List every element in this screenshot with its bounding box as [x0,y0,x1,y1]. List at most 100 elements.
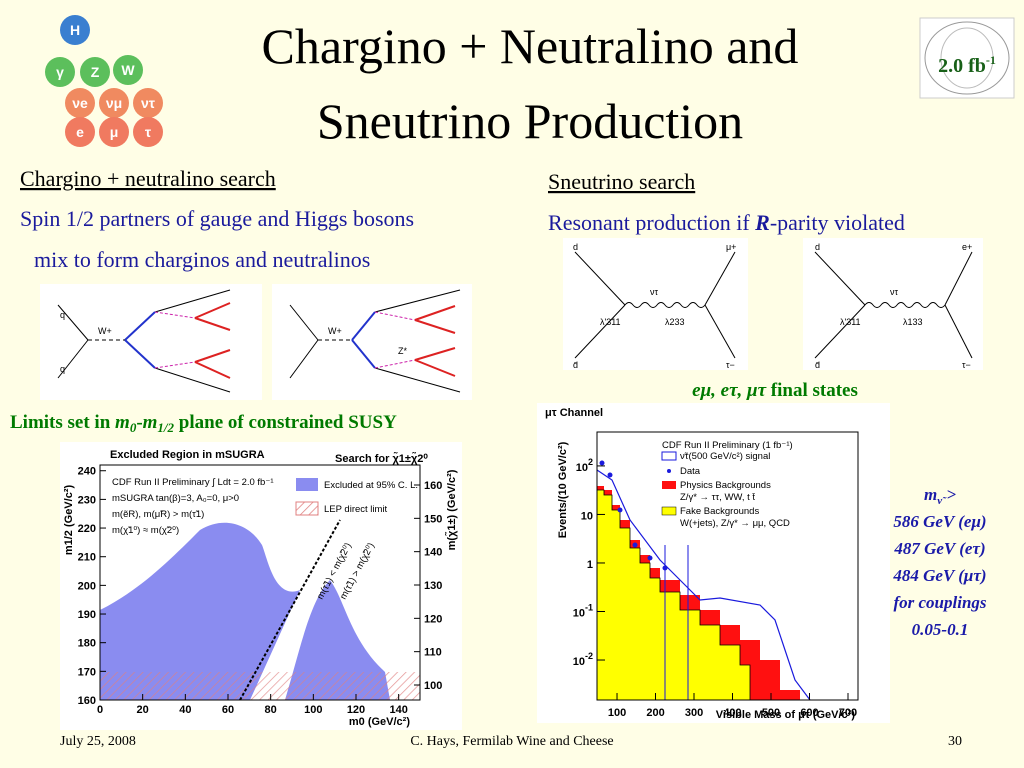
legend-label: Z/γ* → ττ, WW, t t̄ [680,492,756,503]
chart-title: Excluded Region in mSUGRA [110,449,265,461]
limit-line: 487 GeV (eτ) [893,539,985,558]
particle-label: νe [72,95,88,111]
text-line: Spin 1/2 partners of gauge and Higgs bos… [20,206,414,231]
y-axis-label: m1/2 (GeV/c²) [63,485,75,556]
diagram-label: τ− [962,360,971,370]
x-tick-label: 40 [179,704,191,716]
particle [133,117,163,147]
x-tick-label: 700 [839,707,857,719]
footer-date: July 25, 2008 [60,734,136,749]
particle [99,88,129,118]
title: Chargino + Neutralino and [262,18,799,74]
annotation: m(ẽR), m(μ̃R) > m(τ̃1) [112,509,204,520]
y2-tick-label: 150 [424,513,442,525]
particle [60,15,90,45]
particle-label: e [76,124,84,140]
tick-exponent: 2 [588,457,593,467]
chart-subtitle: Search for χ̃1±χ̃2⁰ [335,452,428,465]
annotation: mSUGRA tan(β)=3, A₀=0, μ>0 [112,493,239,504]
diagram-label: λ233 [665,317,685,327]
text-line: Resonant production if R-parity violated [548,210,905,235]
y-tick-label: 240 [78,466,96,478]
x-tick-label: 200 [646,707,664,719]
heading: Sneutrino search [548,169,695,194]
limit-line: 484 GeV (μτ) [892,566,986,585]
y-tick-label: 180 [78,638,96,650]
particle [113,55,143,85]
diagram-label: d [815,242,820,252]
legend-label: LEP direct limit [324,504,388,515]
particle-label: νμ [106,95,122,111]
chart-title: μτ Channel [545,407,603,419]
tick-base: 10 [576,462,588,474]
title: Sneutrino Production [317,93,743,149]
excluded-region [285,580,390,700]
diagram-label: μ+ [726,242,736,252]
tick-base: 10 [573,607,585,619]
y-tick-label: 10-2 [573,651,593,668]
y-tick-label: 210 [78,552,96,564]
x-tick-label: 600 [800,707,818,719]
y2-tick-label: 140 [424,547,442,559]
diagram-label: λ'311 [840,317,861,327]
particle-label: W [121,62,135,78]
legend-label: W(+jets), Z/γ* → μμ, QCD [680,518,790,529]
feynman-diagram: d μ+ ντ λ'311 λ233 d̄ τ− [563,238,748,370]
particle-label: H [70,22,80,38]
particle [65,88,95,118]
feynman-diagram: q q W+ [40,284,262,400]
tick-exponent: -1 [585,602,593,612]
y-tick-label: 160 [78,695,96,707]
particle-label: ντ [141,95,156,111]
legend-label: Data [680,466,701,477]
legend-label: Physics Backgrounds [680,480,771,491]
lep-limit [100,672,420,700]
particle-icons: Hγ Z Wνe νμ ντ e μ τ [45,15,163,147]
y2-tick-label: 160 [424,480,442,492]
tick-base: 10 [573,656,585,668]
footer-page: 30 [948,734,962,749]
tick-exponent: -2 [585,651,593,661]
y-tick-label: 10 [581,510,593,522]
y-tick-label: 102 [576,457,593,474]
data-points [599,460,689,700]
boundary-line [239,519,341,701]
y2-tick-label: 100 [424,680,442,692]
y-tick-label: 190 [78,609,96,621]
annotation: m(χ̃1⁰) ≈ m(χ̃2⁰) [112,525,179,536]
footer-author: C. Hays, Fermilab Wine and Cheese [410,734,613,749]
y2-tick-label: 110 [424,647,442,659]
y-tick-label: 220 [78,523,96,535]
badge: 2.0 fb-1 [919,17,1015,99]
y-tick-label: 170 [78,666,96,678]
diagram-label: λ'311 [600,317,621,327]
diagram-label: W+ [98,326,112,336]
x-tick-label: 120 [347,704,365,716]
particle [99,117,129,147]
y2-tick-label: 130 [424,580,442,592]
signal [596,469,811,701]
x-tick-label: 300 [685,707,703,719]
y2-tick-label: 120 [424,613,442,625]
text-line: mix to form charginos and neutralinos [34,247,370,272]
y-tick-label: 10-1 [573,602,593,619]
particle [45,57,75,87]
y2-axis-label: m(χ̃1±) (GeV/c²) [445,469,458,550]
diagram-label: ντ [890,287,899,297]
diagram-label: d̄ [815,360,820,370]
feynman-diagram: W+ Z* [272,284,472,400]
particle [65,117,95,147]
legend-label: ν̃τ(500 GeV/c²) signal [680,451,770,462]
limits-caption: Limits set in m0-m1/2 plane of constrain… [10,412,397,435]
limit-line: 0.05-0.1 [912,620,969,639]
particle-label: μ [110,124,119,140]
x-tick-label: 20 [137,704,149,716]
diagram-label: q [60,364,65,374]
diagram-label: τ− [726,360,735,370]
x-tick-label: 140 [389,704,407,716]
y-tick-label: 1 [587,559,593,571]
x-tick-label: 60 [222,704,234,716]
diagram-label: W+ [328,326,342,336]
